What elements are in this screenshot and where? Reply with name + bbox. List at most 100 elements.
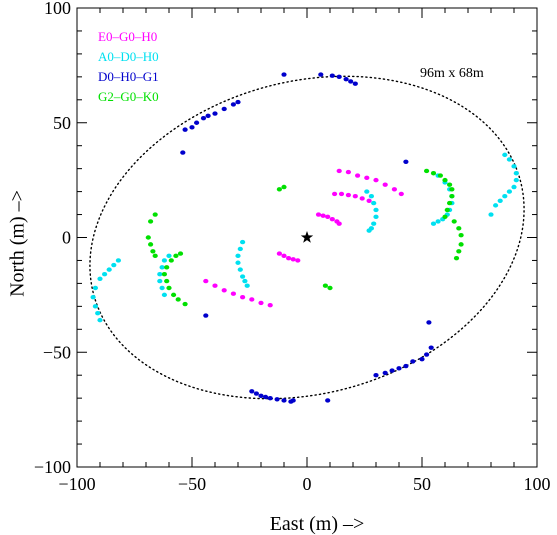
- data-point: [240, 274, 246, 279]
- data-point: [177, 251, 184, 256]
- data-point: [325, 214, 331, 220]
- data-point: [391, 187, 397, 192]
- data-point: [428, 345, 434, 350]
- legend-entry: A0–D0–H0: [98, 49, 159, 64]
- data-point: [320, 213, 326, 218]
- data-point: [237, 267, 243, 272]
- data-point: [152, 253, 158, 259]
- y-tick-label: 50: [53, 113, 71, 133]
- data-point: [281, 253, 287, 259]
- data-point: [322, 283, 328, 288]
- data-point: [332, 191, 338, 197]
- data-point: [276, 187, 282, 192]
- data-point: [442, 177, 448, 183]
- data-point: [203, 278, 209, 284]
- data-point: [403, 159, 409, 164]
- data-point: [295, 258, 301, 263]
- y-axis-label: North (m) –>: [7, 190, 29, 297]
- data-point: [424, 352, 430, 357]
- data-point: [235, 260, 241, 265]
- data-point: [164, 278, 170, 284]
- data-point: [274, 397, 280, 402]
- data-point: [230, 291, 236, 296]
- axis-ticks: [76, 7, 538, 468]
- data-point: [371, 221, 377, 226]
- data-point: [244, 283, 250, 288]
- data-point: [444, 207, 450, 213]
- data-point: [398, 191, 404, 197]
- data-point: [164, 265, 170, 270]
- x-tick-label: −100: [58, 474, 95, 494]
- ellipse-label: 96m x 68m: [420, 66, 484, 81]
- data-point: [92, 304, 98, 309]
- data-point: [95, 311, 101, 316]
- data-point: [182, 127, 188, 132]
- data-point: [242, 278, 248, 284]
- data-point: [437, 173, 443, 178]
- data-point: [249, 297, 255, 302]
- data-point: [115, 258, 121, 263]
- data-point: [281, 184, 287, 190]
- data-point: [456, 226, 462, 231]
- data-point: [230, 102, 236, 107]
- data-point: [267, 303, 273, 308]
- data-point: [180, 150, 186, 155]
- data-point: [373, 207, 379, 213]
- data-point: [189, 125, 195, 130]
- data-point: [111, 262, 117, 268]
- data-point: [373, 373, 379, 378]
- data-point: [403, 363, 409, 369]
- data-point: [449, 193, 455, 199]
- data-point: [336, 168, 342, 174]
- legend: E0–G0–H0 A0–D0–H0 D0–H0–G1 G2–G0–K0: [98, 29, 159, 104]
- data-point: [237, 246, 243, 252]
- data-point: [281, 72, 287, 77]
- data-point: [424, 168, 430, 174]
- data-point: [352, 193, 358, 199]
- data-point: [366, 198, 372, 203]
- data-point: [488, 212, 494, 217]
- data-point: [175, 297, 181, 302]
- x-tick-label: −50: [178, 474, 206, 494]
- data-point: [240, 239, 246, 245]
- data-point: [451, 219, 457, 224]
- axis-tick-labels: −100 −50 0 50 100 −100 −50 0 50 100: [34, 0, 551, 494]
- data-point: [336, 221, 342, 226]
- data-point: [382, 182, 388, 187]
- array-ellipse: [89, 75, 525, 400]
- data-point: [318, 72, 324, 77]
- data-point: [97, 317, 103, 323]
- data-point: [182, 301, 188, 307]
- data-point: [205, 113, 211, 119]
- data-point: [442, 214, 448, 220]
- data-point: [368, 193, 374, 199]
- data-point: [497, 198, 503, 203]
- data-point: [258, 393, 264, 399]
- data-point: [396, 366, 402, 371]
- data-point: [97, 276, 103, 282]
- data-point: [449, 187, 455, 192]
- y-tick-label: 0: [62, 228, 71, 248]
- legend-entry: D0–H0–G1: [98, 69, 159, 84]
- data-point: [371, 200, 377, 206]
- data-point: [276, 251, 282, 256]
- legend-entry: G2–G0–K0: [98, 89, 159, 104]
- data-point: [102, 272, 108, 277]
- data-point: [235, 99, 241, 105]
- data-point: [343, 76, 349, 82]
- data-point: [286, 255, 292, 261]
- data-point: [511, 164, 517, 169]
- data-point: [212, 283, 218, 288]
- data-point: [336, 74, 342, 80]
- data-point: [240, 294, 246, 300]
- data-point: [502, 152, 508, 158]
- x-tick-label: 0: [303, 474, 312, 494]
- data-point: [315, 212, 322, 217]
- data-points: [90, 72, 519, 404]
- data-point: [364, 189, 370, 194]
- y-tick-label: 100: [44, 0, 71, 18]
- y-tick-label: −100: [34, 457, 71, 477]
- data-point: [506, 157, 512, 162]
- data-point: [171, 292, 177, 298]
- data-point: [329, 216, 335, 222]
